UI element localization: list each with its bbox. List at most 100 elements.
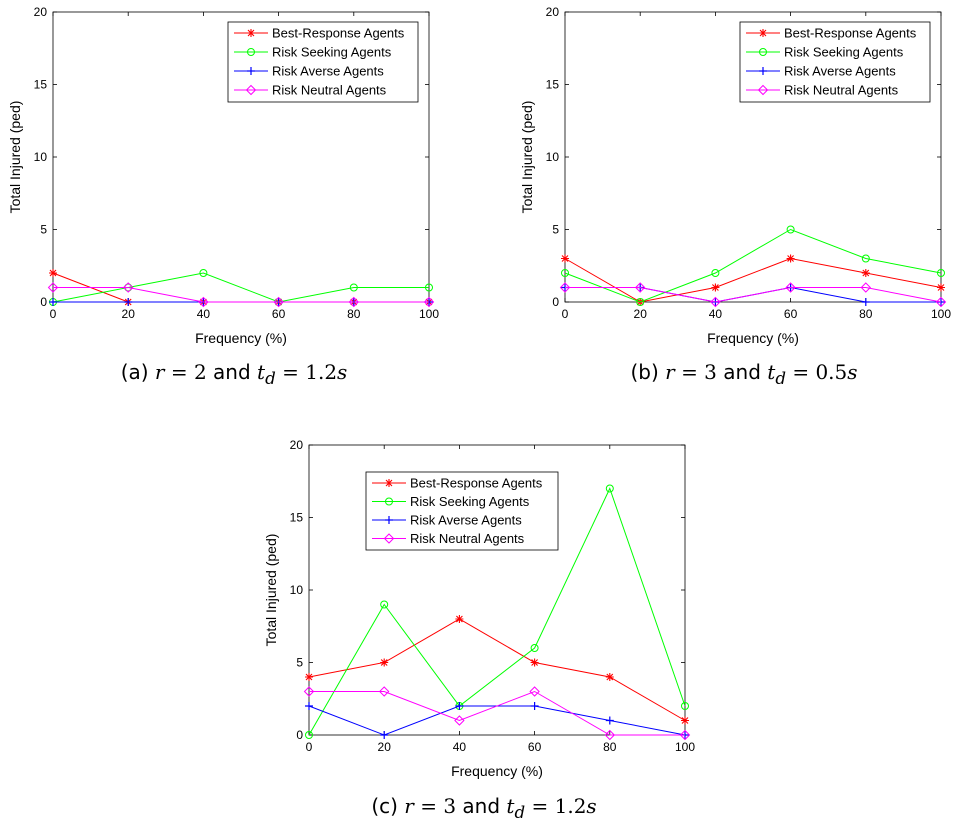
data-point <box>785 282 796 293</box>
x-tick-label: 40 <box>197 307 211 321</box>
legend-box <box>227 21 419 103</box>
data-point <box>860 282 872 293</box>
caption-part: and <box>213 360 251 384</box>
legend-label: Best-Response Agents <box>784 26 917 41</box>
x-axis-label: Frequency (%) <box>707 330 799 346</box>
series-asterisk <box>561 254 945 306</box>
series-line <box>52 272 429 303</box>
caption-part: r <box>154 360 165 384</box>
legend-marker <box>247 29 255 37</box>
caption-part: = 1.2 <box>531 794 587 818</box>
data-point <box>198 296 209 308</box>
chart-b: 0 20 40 60 80 100 0 5 10 15 20 Frequency (%) Total I… <box>519 5 951 346</box>
x-tick-label: 80 <box>859 307 873 321</box>
data-point <box>199 269 208 277</box>
y-tick-label: 5 <box>40 223 47 237</box>
caption-part: d <box>514 803 526 822</box>
data-point <box>530 702 539 710</box>
chart-c: 0 20 40 60 80 100 0 5 10 15 20 Frequency (%) Total I… <box>263 438 695 779</box>
caption-part: d <box>265 369 276 388</box>
series-circle <box>305 484 689 739</box>
legend-marker <box>759 67 767 75</box>
caption-part: (a) <box>120 360 149 384</box>
data-point <box>349 283 358 292</box>
subfigure-caption: (b) r = 3 and td = 0.5s <box>630 360 857 388</box>
legend-marker <box>383 533 395 544</box>
series-line <box>564 257 942 303</box>
data-point <box>425 283 433 292</box>
data-point <box>455 702 464 710</box>
data-point <box>530 658 539 667</box>
caption-part: = 3 <box>681 360 717 384</box>
legend-marker <box>247 48 255 56</box>
caption-part: s <box>586 794 597 818</box>
caption-part: = 1.2 <box>282 360 338 384</box>
x-tick-label: 20 <box>378 740 392 754</box>
y-tick-label: 5 <box>552 223 559 237</box>
data-point <box>303 686 315 697</box>
caption-part: (c) <box>371 794 398 818</box>
data-point <box>530 644 539 652</box>
data-point <box>681 702 689 710</box>
subfigure-caption: (c) r = 3 and td = 1.2s <box>371 794 596 822</box>
caption-part: and <box>462 794 501 818</box>
series-line <box>308 618 686 721</box>
x-tick-label: 100 <box>931 307 951 321</box>
y-tick-label: 10 <box>290 583 304 597</box>
x-tick-label: 40 <box>709 307 723 321</box>
data-point <box>605 673 614 681</box>
caption-part: = 2 <box>170 360 207 384</box>
legend: Best-Response Agents Risk Seeking Agents R… <box>739 21 931 103</box>
data-point <box>937 269 945 277</box>
data-point <box>378 686 390 697</box>
caption-part: t <box>767 360 776 384</box>
subfigure-caption: (a) r = 2 and td = 1.2s <box>121 360 348 388</box>
data-point <box>348 296 360 308</box>
y-tick-label: 20 <box>546 5 560 19</box>
legend-marker <box>385 497 393 506</box>
legend-marker <box>245 84 257 96</box>
data-point <box>455 615 464 623</box>
data-point <box>305 673 313 681</box>
y-tick-label: 15 <box>546 78 560 92</box>
x-tick-label: 60 <box>528 740 542 754</box>
series-diamond <box>559 282 947 308</box>
caption-part: d <box>775 369 786 388</box>
data-point <box>559 282 571 293</box>
y-tick-label: 10 <box>34 150 48 164</box>
data-point <box>634 282 646 293</box>
x-tick-label: 40 <box>453 740 467 754</box>
data-point <box>380 731 389 739</box>
legend-label: Risk Seeking Agents <box>410 494 530 509</box>
y-tick-label: 0 <box>296 728 303 742</box>
x-tick-label: 80 <box>603 740 617 754</box>
series-diamond <box>47 282 435 308</box>
x-tick-label: 0 <box>562 307 569 321</box>
data-point <box>681 716 689 725</box>
y-axis-label: Total Injured (ped) <box>519 101 535 214</box>
caption-part: s <box>847 360 858 384</box>
data-point <box>604 729 616 741</box>
series-asterisk <box>305 615 689 725</box>
legend-marker <box>247 67 255 75</box>
data-point <box>605 716 614 725</box>
legend-marker <box>759 29 767 37</box>
y-tick-label: 15 <box>290 511 304 525</box>
data-point <box>561 254 569 263</box>
data-point <box>786 254 795 263</box>
caption-part: t <box>506 794 515 818</box>
y-tick-label: 15 <box>34 78 48 92</box>
x-tick-label: 0 <box>50 307 57 321</box>
y-tick-label: 10 <box>546 150 560 164</box>
data-point <box>935 296 947 308</box>
series-line <box>565 287 942 303</box>
data-point <box>380 658 389 667</box>
data-point <box>561 269 569 277</box>
x-tick-label: 20 <box>634 307 648 321</box>
y-tick-label: 20 <box>290 438 304 452</box>
legend: Best-Response Agents Risk Seeking Agents R… <box>365 471 559 551</box>
data-point <box>636 298 645 306</box>
data-point <box>380 600 389 609</box>
data-point <box>711 283 720 292</box>
